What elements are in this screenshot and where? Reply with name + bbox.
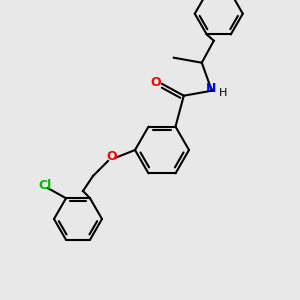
Text: O: O — [107, 149, 117, 163]
Text: H: H — [219, 88, 227, 98]
Text: Cl: Cl — [38, 179, 52, 192]
Text: N: N — [206, 82, 216, 95]
Text: O: O — [151, 76, 161, 89]
